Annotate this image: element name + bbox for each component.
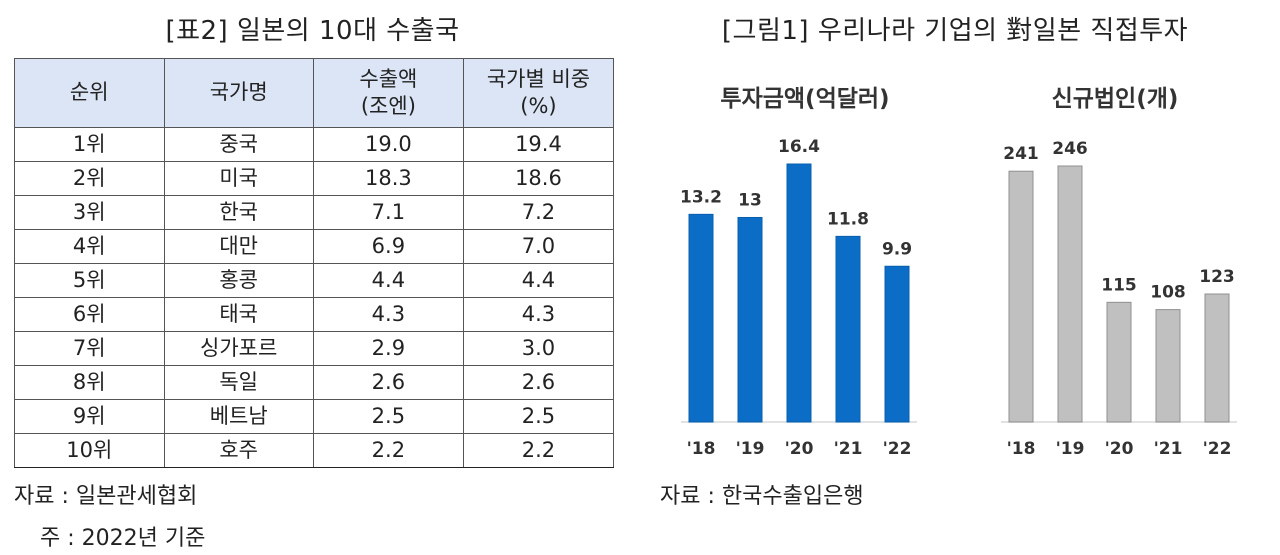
data-label: 241 xyxy=(1003,144,1039,164)
table-row: 9위 베트남 2.5 2.5 xyxy=(14,399,615,434)
data-label: 123 xyxy=(1199,267,1235,287)
cell-rank: 6위 xyxy=(14,297,165,332)
cell-amount: 6.9 xyxy=(312,229,464,264)
header-amount-text: 수출액 (조엔) xyxy=(359,66,418,118)
cell-share: 7.0 xyxy=(462,229,615,264)
cell-amount: 7.1 xyxy=(312,195,464,230)
cell-amount: 2.2 xyxy=(312,433,464,468)
cell-rank: 1위 xyxy=(14,127,165,162)
cell-amount: 2.6 xyxy=(312,365,464,400)
cell-rank: 2위 xyxy=(14,161,165,196)
figure-source: 자료 : 한국수출입은행 xyxy=(660,484,864,509)
cell-rank: 5위 xyxy=(14,263,165,298)
chart-bar xyxy=(688,213,714,423)
cell-share: 4.4 xyxy=(462,263,615,298)
data-label: 11.8 xyxy=(827,209,869,229)
cell-amount: 2.5 xyxy=(312,399,464,434)
cell-share: 18.6 xyxy=(462,161,615,196)
chart-bar xyxy=(1155,309,1181,423)
table-row: 1위 중국 19.0 19.4 xyxy=(14,127,615,162)
cell-share: 7.2 xyxy=(462,195,615,230)
table-source: 자료 : 일본관세협회 xyxy=(14,484,198,509)
table-header-row: 순위 국가명 수출액 (조엔) 국가별 비중 (%) xyxy=(14,58,615,128)
chart-bar xyxy=(884,265,910,423)
investment-bar-chart: 투자금액(억달러) 13.2 '18 13 '19 16.4 '20 11.8 '21 9.9 '2… xyxy=(680,86,917,459)
cell-country: 홍콩 xyxy=(163,263,314,298)
table-row: 5위 홍콩 4.4 4.4 xyxy=(14,263,615,298)
chart-bar xyxy=(1106,301,1132,423)
cell-country: 태국 xyxy=(163,297,314,332)
new-corporation-bar-chart: 신규법인(개) 241 '18 246 '19 115 '20 108 '21 123 '22 xyxy=(1001,86,1237,459)
x-tick-label: '22 xyxy=(1203,439,1232,459)
cell-country: 미국 xyxy=(163,161,314,196)
x-tick-label: '19 xyxy=(1056,439,1085,459)
header-country: 국가명 xyxy=(163,58,314,128)
cell-share: 2.5 xyxy=(462,399,615,434)
table-title: [표2] 일본의 10대 수출국 xyxy=(165,16,460,46)
cell-rank: 8위 xyxy=(14,365,165,400)
export-table: 순위 국가명 수출액 (조엔) 국가별 비중 (%) 1위 중국 19.0 19.4 … xyxy=(14,58,615,468)
x-tick-label: '21 xyxy=(834,439,863,459)
chart-bar xyxy=(786,163,812,423)
chart-bar xyxy=(1057,165,1083,423)
header-share: 국가별 비중 (%) xyxy=(462,58,615,128)
x-tick-label: '20 xyxy=(1105,439,1134,459)
cell-rank: 9위 xyxy=(14,399,165,434)
cell-rank: 7위 xyxy=(14,331,165,366)
chart-subtitle: 신규법인(개) xyxy=(1052,86,1179,112)
table-row: 8위 독일 2.6 2.6 xyxy=(14,365,615,400)
header-rank: 순위 xyxy=(14,58,165,128)
data-label: 13 xyxy=(738,190,762,210)
table-note: 주 : 2022년 기준 xyxy=(40,526,206,551)
x-tick-label: '18 xyxy=(1007,439,1036,459)
data-label: 108 xyxy=(1150,283,1186,303)
table-row: 7위 싱가포르 2.9 3.0 xyxy=(14,331,615,366)
header-share-text: 국가별 비중 (%) xyxy=(486,66,591,118)
cell-rank: 10위 xyxy=(14,433,165,468)
cell-share: 2.6 xyxy=(462,365,615,400)
x-tick-label: '18 xyxy=(687,439,716,459)
cell-country: 한국 xyxy=(163,195,314,230)
data-label: 16.4 xyxy=(778,137,820,157)
data-label: 246 xyxy=(1052,139,1088,159)
chart-subtitle: 투자금액(억달러) xyxy=(720,86,889,112)
x-tick-label: '22 xyxy=(883,439,912,459)
cell-country: 호주 xyxy=(163,433,314,468)
cell-amount: 2.9 xyxy=(312,331,464,366)
data-label: 115 xyxy=(1101,275,1137,295)
cell-rank: 3위 xyxy=(14,195,165,230)
cell-share: 3.0 xyxy=(462,331,615,366)
cell-country: 대만 xyxy=(163,229,314,264)
cell-country: 중국 xyxy=(163,127,314,162)
table-row: 3위 한국 7.1 7.2 xyxy=(14,195,615,230)
cell-country: 베트남 xyxy=(163,399,314,434)
header-amount: 수출액 (조엔) xyxy=(312,58,464,128)
cell-share: 19.4 xyxy=(462,127,615,162)
table-row: 4위 대만 6.9 7.0 xyxy=(14,229,615,264)
cell-country: 싱가포르 xyxy=(163,331,314,366)
x-tick-label: '20 xyxy=(785,439,814,459)
data-label: 13.2 xyxy=(680,187,722,207)
cell-amount: 4.3 xyxy=(312,297,464,332)
chart-bar xyxy=(1008,170,1034,423)
x-tick-label: '19 xyxy=(736,439,765,459)
chart-bar xyxy=(1204,293,1230,423)
cell-country: 독일 xyxy=(163,365,314,400)
table-row: 6위 태국 4.3 4.3 xyxy=(14,297,615,332)
table-row: 10위 호주 2.2 2.2 xyxy=(14,433,615,468)
figure-title: [그림1] 우리나라 기업의 對일본 직접투자 xyxy=(721,16,1189,46)
cell-share: 4.3 xyxy=(462,297,615,332)
cell-amount: 4.4 xyxy=(312,263,464,298)
table-row: 2위 미국 18.3 18.6 xyxy=(14,161,615,196)
cell-amount: 18.3 xyxy=(312,161,464,196)
cell-rank: 4위 xyxy=(14,229,165,264)
chart-bar xyxy=(835,235,861,423)
data-label: 9.9 xyxy=(882,239,912,259)
cell-amount: 19.0 xyxy=(312,127,464,162)
chart-bar xyxy=(737,216,763,423)
cell-share: 2.2 xyxy=(462,433,615,468)
x-tick-label: '21 xyxy=(1154,439,1183,459)
